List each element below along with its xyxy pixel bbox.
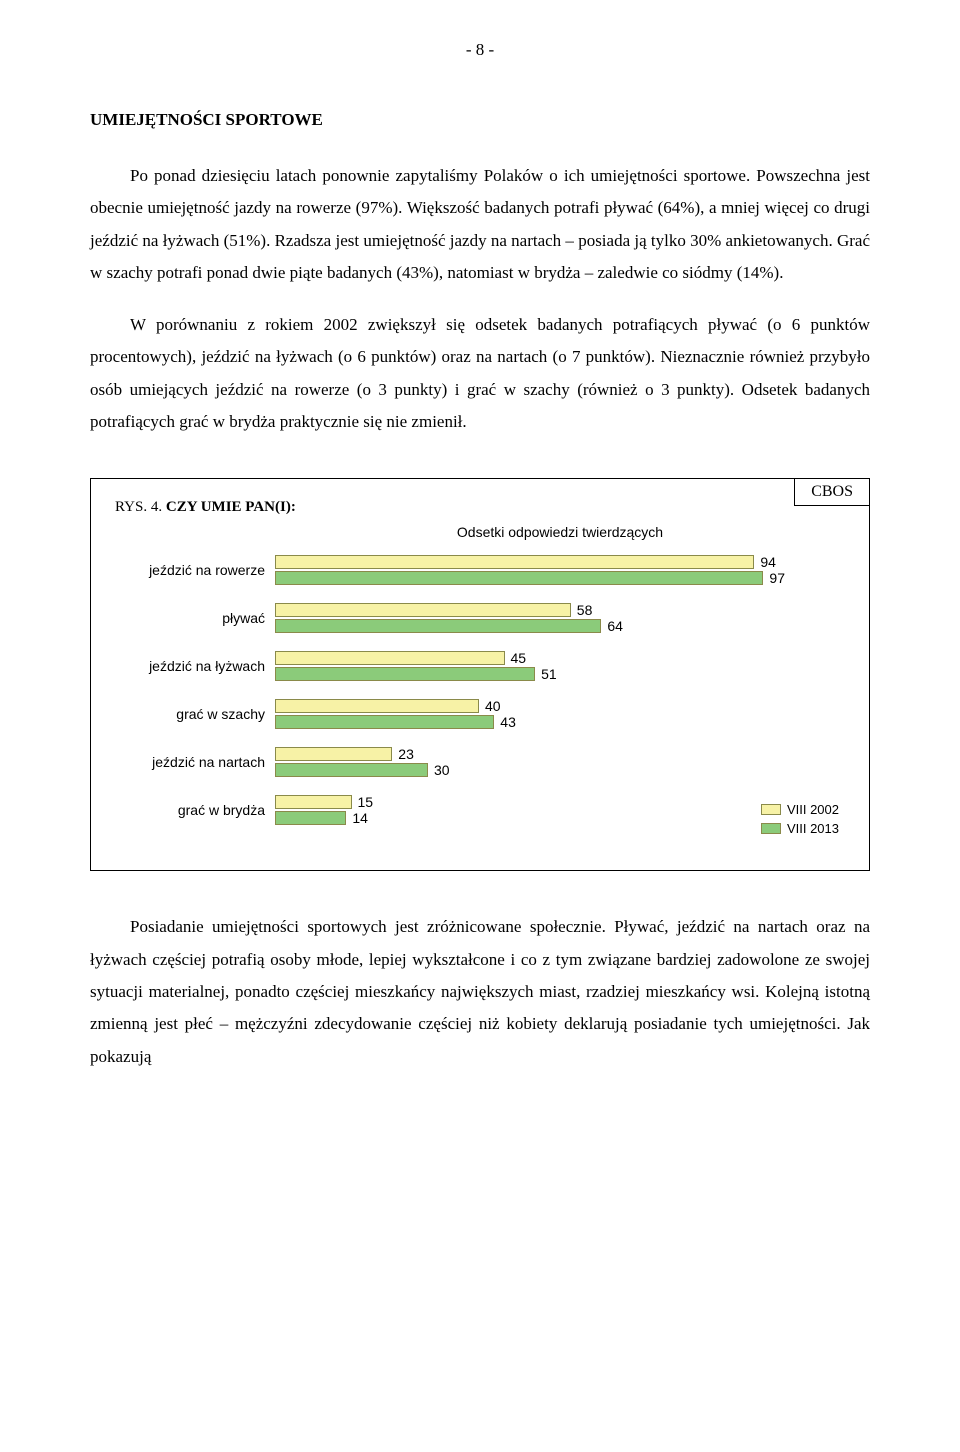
chart-bar [275,795,352,809]
legend-swatch-b [761,823,781,834]
chart-category-label: grać w szachy [115,706,275,722]
chart-row: pływać 58 64 [115,602,845,634]
chart-bar-wrap: 15 [275,794,785,810]
chart-bars: 9497 [275,554,785,586]
chart-bar [275,667,535,681]
page-number: - 8 - [90,40,870,60]
chart-bar-value: 51 [541,666,557,682]
chart-row: grać w brydża1514 [115,794,845,826]
chart-bar [275,571,763,585]
chart-bar-value: 30 [434,762,450,778]
chart-bar [275,619,601,633]
chart-bar-value: 97 [769,570,785,586]
paragraph-3: Posiadanie umiejętności sportowych jest … [90,911,870,1072]
chart-row: jeździć na rowerze9497 [115,554,845,586]
document-page: - 8 - UMIEJĘTNOŚCI SPORTOWE Po ponad dzi… [0,0,960,1153]
chart-bar [275,763,428,777]
chart-container: CBOS RYS. 4. CZY UMIE PAN(I): Odsetki od… [90,478,870,871]
chart-bar [275,715,494,729]
chart-bars: 1514 [275,794,785,826]
chart-bar-wrap: 94 [275,554,785,570]
chart-bar-wrap: 43 [275,714,785,730]
paragraph-2: W porównaniu z rokiem 2002 zwiększył się… [90,309,870,438]
chart-category-label: pływać [115,610,275,626]
chart-bar-value: 14 [352,810,368,826]
chart-bar-wrap: 45 [275,650,785,666]
chart-category-label: jeździć na łyżwach [115,658,275,674]
chart-bar-value: 64 [607,618,623,634]
chart-bar-value: 45 [511,650,527,666]
chart-bars: 4043 [275,698,785,730]
chart-category-label: jeździć na nartach [115,754,275,770]
chart-bar [275,747,392,761]
chart-bars: 23 30 [275,746,785,778]
paragraph-1: Po ponad dziesięciu latach ponownie zapy… [90,160,870,289]
chart-bar [275,603,571,617]
chart-category-label: jeździć na rowerze [115,562,275,578]
chart-bar-wrap: 64 [275,618,785,634]
bar-chart: jeździć na rowerze9497pływać5864jeździć … [115,554,845,826]
legend-label-b: VIII 2013 [787,821,839,836]
legend-item-a: VIII 2002 [761,802,839,817]
chart-row: jeździć na nartach 23 30 [115,746,845,778]
legend-label-a: VIII 2002 [787,802,839,817]
chart-subtitle: Odsetki odpowiedzi twierdzących [275,524,845,540]
chart-bars: 58 64 [275,602,785,634]
section-title: UMIEJĘTNOŚCI SPORTOWE [90,110,870,130]
chart-row: grać w szachy4043 [115,698,845,730]
chart-bar-value: 15 [358,794,374,810]
chart-caption-prefix: RYS. 4. [115,499,166,515]
chart-bar-value: 43 [500,714,516,730]
chart-bar-wrap: 97 [275,570,785,586]
chart-caption-bold: CZY UMIE PAN(I): [166,499,296,515]
chart-caption: RYS. 4. CZY UMIE PAN(I): [115,499,845,516]
chart-bar [275,651,505,665]
chart-row: jeździć na łyżwach 45 51 [115,650,845,682]
chart-badge: CBOS [794,478,870,506]
chart-category-label: grać w brydża [115,802,275,818]
chart-bar-wrap: 23 [275,746,785,762]
chart-bar-wrap: 30 [275,762,785,778]
chart-bars: 45 51 [275,650,785,682]
chart-bar-wrap: 51 [275,666,785,682]
chart-bar-value: 40 [485,698,501,714]
legend-item-b: VIII 2013 [761,821,839,836]
chart-bar [275,699,479,713]
chart-bar-wrap: 40 [275,698,785,714]
chart-bar [275,811,346,825]
chart-bar-wrap: 14 [275,810,785,826]
chart-bar-value: 58 [577,602,593,618]
chart-bar-value: 94 [760,554,776,570]
legend-swatch-a [761,804,781,815]
chart-bar-value: 23 [398,746,414,762]
chart-bar-wrap: 58 [275,602,785,618]
chart-bar [275,555,754,569]
chart-legend: VIII 2002 VIII 2013 [761,798,839,836]
